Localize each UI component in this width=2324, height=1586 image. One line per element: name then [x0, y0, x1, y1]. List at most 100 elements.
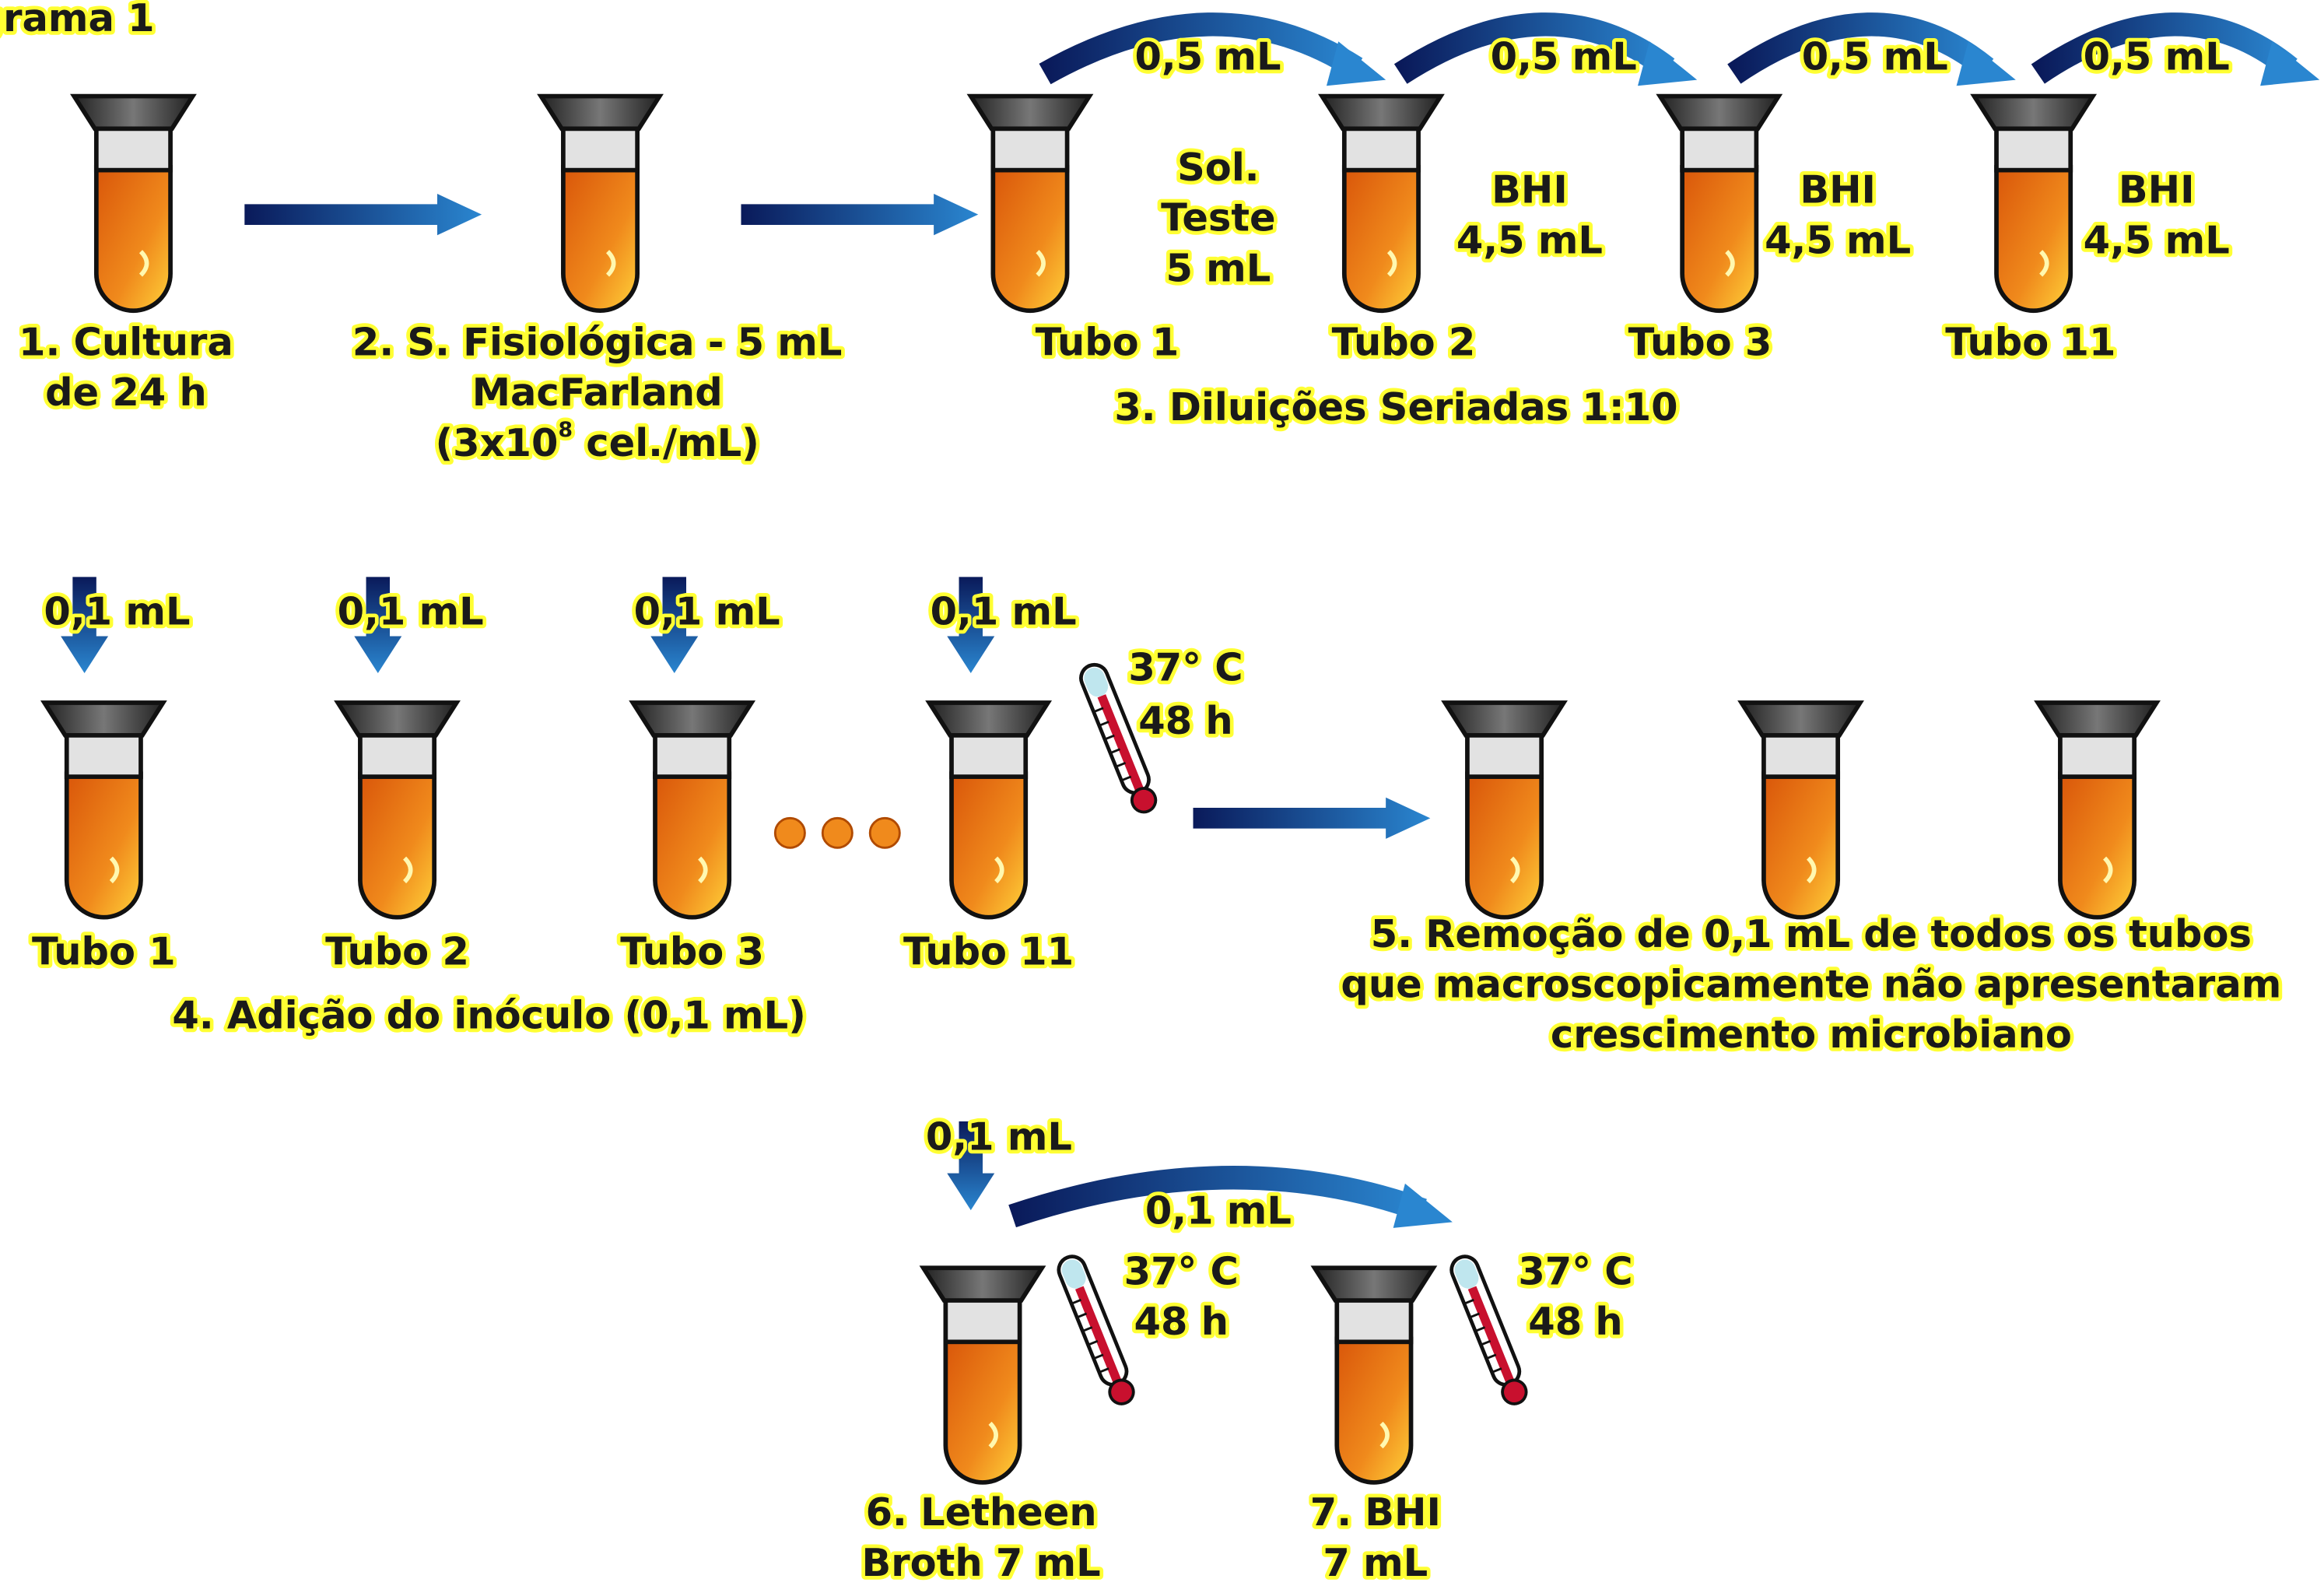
label: 7. BHI [1310, 1490, 1441, 1535]
thermo-tick [1465, 1298, 1474, 1304]
tube-body [990, 164, 1070, 314]
tube-neck [1680, 123, 1759, 173]
tube-cap [70, 93, 197, 132]
arrow [1193, 797, 1431, 839]
label: 48 h [1528, 1299, 1622, 1344]
tube-shine [109, 856, 120, 884]
arrow [61, 577, 109, 674]
ellipsis-dot [821, 816, 854, 849]
tube-shine [605, 250, 616, 277]
label: 37° C [1128, 645, 1243, 690]
tube-cap [1970, 93, 2098, 132]
tube-neck [561, 123, 640, 173]
label: (3x108 cel./mL) [436, 418, 759, 465]
label: 5 mL [1166, 245, 1271, 290]
thermo-tick [1083, 1326, 1093, 1332]
tube-cap [1441, 700, 1568, 738]
label: crescimento microbiano [1551, 1012, 2072, 1057]
tube-shine [1379, 1421, 1390, 1449]
tube-body [1465, 771, 1544, 920]
curved-arrow [1008, 1166, 1427, 1228]
arrowhead [2260, 41, 2320, 86]
label: 6. Letheen [866, 1490, 1097, 1535]
label: 2. S. Fisiológica - 5 mL [352, 319, 843, 364]
label: 7 mL [1323, 1540, 1428, 1585]
tube-cap [1318, 93, 1445, 132]
label: BHI [1491, 167, 1568, 212]
tube-body [358, 771, 437, 920]
label: 3. Diluições Seriadas 1:10 [1114, 384, 1677, 430]
label: Broth 7 mL [861, 1540, 1100, 1585]
arrow [947, 1121, 995, 1211]
label: 0,1 mL [634, 588, 780, 633]
test-tube [334, 700, 461, 920]
label: 48 h [1138, 698, 1232, 743]
label: 0,5 mL [1134, 34, 1281, 79]
label: 4,5 mL [1765, 217, 1911, 262]
thermo-tick [1078, 1312, 1088, 1318]
tube-neck [1994, 123, 2073, 173]
thermo-top [1061, 1259, 1086, 1289]
tube-body [1994, 164, 2073, 314]
label: de 24 h [45, 370, 207, 415]
tube-cap [919, 1265, 1046, 1303]
tube-neck [93, 123, 173, 173]
tube-shine [988, 1421, 998, 1449]
thermo-bulb [1130, 787, 1158, 814]
tube-body [1680, 164, 1759, 314]
arrow [741, 194, 979, 236]
thermometer [1079, 662, 1158, 814]
thermo-tick [1111, 748, 1120, 754]
label: MacFarland [472, 370, 723, 415]
label: 37° C [1124, 1248, 1239, 1293]
tube-shine [2039, 250, 2049, 277]
thermo-tick [1487, 1353, 1497, 1360]
label: 0,1 mL [338, 588, 484, 633]
tube-neck [358, 730, 437, 779]
tube-body [1334, 1336, 1414, 1485]
tube-cap [1310, 1265, 1438, 1303]
label: Sol. [1177, 145, 1259, 190]
tube-cap [537, 93, 664, 132]
tube-neck [949, 730, 1029, 779]
tube-shine [402, 856, 413, 884]
tube-shine [2102, 856, 2113, 884]
label: 0,1 mL [1145, 1188, 1292, 1233]
arrowhead [1393, 1183, 1453, 1228]
tube-shine [138, 250, 149, 277]
test-tube [1737, 700, 1864, 920]
arrow [947, 577, 995, 674]
arrowhead [1956, 41, 2016, 86]
tube-cap [925, 700, 1053, 738]
tube-body [1341, 164, 1421, 314]
thermo-tick [1106, 734, 1115, 740]
thermo-tick [1476, 1326, 1486, 1332]
tube-shine [1386, 250, 1397, 277]
tube-shine [1725, 250, 1735, 277]
test-tube [925, 700, 1053, 920]
thermo-tick [1122, 775, 1132, 781]
title: Fluxograma 1 [0, 0, 155, 40]
tube-shine [1509, 856, 1520, 884]
test-tube [537, 93, 664, 314]
thermo-tick [1481, 1339, 1491, 1346]
tube-cap [1656, 93, 1783, 132]
label: 5. Remoção de 0,1 mL de todos os tubos [1371, 911, 2252, 956]
tube-body [943, 1336, 1022, 1485]
curved-arrow [1393, 12, 1675, 84]
label: 37° C [1518, 1248, 1632, 1293]
label: 4,5 mL [2084, 217, 2230, 262]
thermo-tick [1116, 761, 1127, 767]
tube-neck [943, 1295, 1022, 1345]
test-tube [70, 93, 197, 314]
tube-cap [2034, 700, 2161, 738]
label-part: cel./mL) [573, 420, 759, 465]
test-tube [1441, 700, 1568, 920]
tube-neck [1465, 730, 1544, 779]
test-tube [1310, 1265, 1438, 1485]
tube-neck [2058, 730, 2137, 779]
test-tube [919, 1265, 1046, 1485]
label: Tubo 1 [32, 929, 176, 974]
label: Teste [1161, 195, 1276, 240]
tube-body [653, 771, 732, 920]
